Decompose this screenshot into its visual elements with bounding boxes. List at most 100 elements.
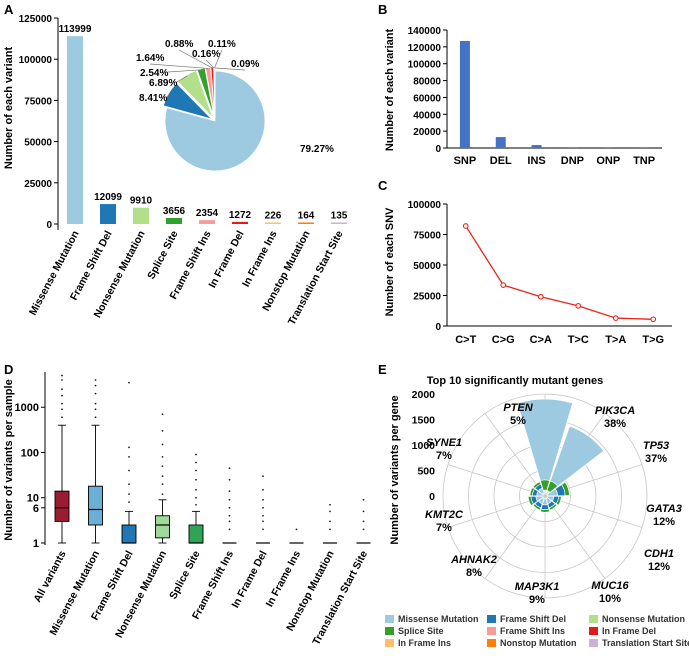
rose-wedge-layer xyxy=(539,508,551,513)
outlier-point xyxy=(262,475,264,478)
pie-label: 0.11% xyxy=(208,39,236,50)
gene-percent-label: 7% xyxy=(436,450,452,462)
outlier-point xyxy=(329,503,331,506)
bar-value-label: 135 xyxy=(331,211,348,222)
outlier-point xyxy=(362,498,365,501)
outlier-point xyxy=(61,394,63,397)
outlier-point xyxy=(128,483,130,486)
panel-b-y-tick-label: 20000 xyxy=(413,127,441,138)
pie-label: 0.88% xyxy=(165,39,193,50)
outlier-point xyxy=(61,416,63,419)
legend-label: In Frame Ins xyxy=(398,638,451,648)
pie-label: 79.27% xyxy=(300,144,334,155)
gene-percent-label: 5% xyxy=(510,415,526,427)
panel-c-y-tick-label: 25000 xyxy=(413,292,441,303)
x-tick-label: SNP xyxy=(454,155,477,167)
pie-label: 0.16% xyxy=(192,49,220,60)
legend-swatch-in-frame-ins xyxy=(385,639,394,647)
box-frame-shift-del xyxy=(121,524,137,544)
rose-wedge-layer xyxy=(532,481,542,489)
pie-label: 0.09% xyxy=(231,59,259,70)
outlier-point xyxy=(128,469,130,472)
x-tick-label: Missense Mutation xyxy=(27,229,82,318)
outlier-point xyxy=(161,429,164,432)
outlier-point xyxy=(94,392,97,395)
bar-value-label: 12099 xyxy=(94,192,122,203)
outlier-point xyxy=(128,493,130,496)
bar-dnp xyxy=(567,147,578,148)
pie-slice-missense-mutation xyxy=(164,70,266,172)
rose-wedge-inner xyxy=(540,479,550,491)
gene-label-pik3ca: PIK3CA xyxy=(595,405,635,417)
outlier-point xyxy=(228,467,231,470)
panel-c-y-tick-label: 50000 xyxy=(413,261,441,272)
panel-a: A Number of each variant 0 25000 50000 7500… xyxy=(3,2,348,327)
outlier-point xyxy=(362,528,365,531)
x-tick-label: DNP xyxy=(561,155,584,167)
gene-percent-label: 10% xyxy=(599,593,621,605)
polar-r-tick-label: 1500 xyxy=(412,415,436,427)
outlier-point xyxy=(61,402,63,405)
panel-d-y-tick-label: 6 xyxy=(33,503,39,515)
outlier-point xyxy=(228,478,231,481)
bar-value-label: 9910 xyxy=(130,196,153,207)
bar-nonstop-mutation xyxy=(298,222,314,224)
outlier-point xyxy=(228,490,231,493)
gene-label-muc16: MUC16 xyxy=(591,580,629,592)
outlier-point xyxy=(329,510,331,513)
panel-d-y-tick-label: 1 xyxy=(33,538,39,550)
x-tick-label: C>T xyxy=(455,334,476,346)
legend-swatch-splice-site xyxy=(385,627,394,635)
pie-label: 6.89% xyxy=(149,78,177,89)
rose-wedge-layer xyxy=(529,487,536,496)
bar-value-label: 226 xyxy=(265,211,282,222)
gene-percent-label: 12% xyxy=(648,561,670,573)
pie-label: 8.41% xyxy=(139,93,167,104)
gene-label-map3k1: MAP3K1 xyxy=(515,581,560,593)
panel-c: C Number of each SNV 0 25000 50000 75000 100… xyxy=(378,178,672,346)
panel-b-y-tick-label: 140000 xyxy=(408,26,442,37)
outlier-point xyxy=(262,528,264,531)
x-tick-label: INS xyxy=(527,155,545,167)
outlier-point xyxy=(228,520,231,523)
bar-value-label: 3656 xyxy=(163,206,186,217)
x-tick-label: C>G xyxy=(492,334,515,346)
point-c-g xyxy=(500,282,507,288)
panel-d-y-tick-label: 100 xyxy=(21,447,39,459)
outlier-point xyxy=(61,374,63,377)
bar-missense-mutation xyxy=(67,36,83,225)
pie-leader-line xyxy=(214,49,223,69)
legend-swatch-nonsense-mutation xyxy=(589,615,598,623)
outlier-point xyxy=(94,402,97,405)
panel-d-y-title: Number of variants per sample xyxy=(3,379,15,540)
outlier-point xyxy=(161,493,164,496)
panel-b-y-tick-label: 0 xyxy=(435,144,441,155)
panel-a-y-tick-label: 125000 xyxy=(19,14,53,25)
rose-wedge-layer xyxy=(548,503,558,511)
pie-label: 2.54% xyxy=(140,68,168,79)
panel-label-e: E xyxy=(378,362,387,377)
rose-wedge-layer xyxy=(561,481,570,496)
x-tick-label: ONP xyxy=(596,155,620,167)
gene-label-syne1: SYNE1 xyxy=(426,437,462,449)
panel-a-y-tick-label: 25000 xyxy=(24,179,52,190)
legend-label: Frame Shift Del xyxy=(500,614,566,624)
outlier-point xyxy=(161,483,164,486)
panel-b-y-title: Number of each variant xyxy=(384,29,396,152)
pie-leader-line xyxy=(149,63,209,69)
x-tick-label: C>A xyxy=(530,334,552,346)
outlier-point xyxy=(61,388,63,391)
box-nonsense-mutation xyxy=(155,515,170,539)
rose-wedge-layer xyxy=(540,504,550,510)
bar-nonsense-mutation xyxy=(133,207,149,224)
panel-a-y-title: Number of each variant xyxy=(3,47,15,170)
box-splice-site xyxy=(188,524,204,544)
legend-swatch-missense-mutation xyxy=(385,615,394,623)
point-c-a xyxy=(537,293,544,300)
panel-c-y-tick-label: 100000 xyxy=(408,200,442,211)
panel-a-y-tick-label: 75000 xyxy=(24,96,52,107)
polar-r-tick-label: 0 xyxy=(429,491,435,503)
bar-in-frame-del xyxy=(232,221,248,224)
box-all-variants xyxy=(54,490,70,522)
